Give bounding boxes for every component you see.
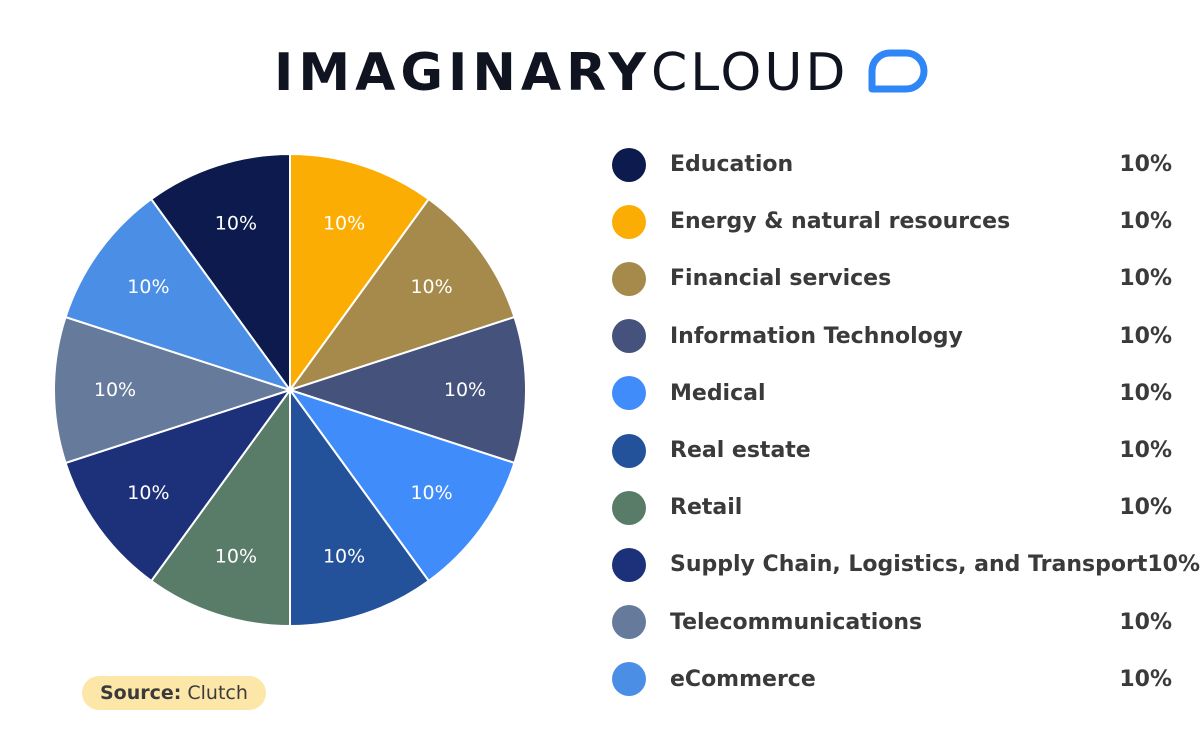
source-badge: Source: Clutch [82,676,266,710]
pie-slice-telecommunications [53,315,294,465]
legend-label: Telecommunications [670,609,923,635]
logo-word-imaginary: IMAGINARY [274,43,651,103]
pie-slice-label-ecommerce: 10% [127,276,169,298]
pie-slice-supply-chain-logistics-and-transport [64,388,293,583]
pie-slice-label-energy-natural-resources: 10% [323,213,365,235]
pie-chart: 10% 10% 10% 10% 10% 10% 10% 10% 10% 10% [50,150,530,630]
brand-logo: IMAGINARY CLOUD [274,40,934,106]
pie-slice-label-education: 10% [215,213,257,235]
pie-slice-label-medical: 10% [410,482,452,504]
legend-swatch [612,433,646,468]
legend-value: 10% [1147,552,1200,578]
legend-swatch [612,605,646,640]
legend-value: 10% [1119,209,1172,235]
legend-item-supply-chain-logistics-and-transport: Supply Chain, Logistics, and Transport 10… [612,536,1200,593]
legend-swatch [612,490,646,525]
pie-slice-label-financial-services: 10% [410,276,452,298]
source-value: Clutch [187,682,248,704]
pie-slice-energy-natural-resources [289,152,431,394]
pie-slice-information-technology [286,315,527,465]
legend-label: eCommerce [670,666,816,692]
legend-item-financial-services: Financial services 10% [612,250,1172,307]
legend-label: Financial services [670,266,892,292]
legend-label: Medical [670,380,766,406]
pie-slice-label-telecommunications: 10% [94,379,136,401]
pie-slice-medical [287,388,516,583]
pie-slice-label-real-estate: 10% [323,545,365,567]
pie-chart-svg: 10% 10% 10% 10% 10% 10% 10% 10% 10% 10% [53,152,527,628]
legend-item-telecommunications: Telecommunications 10% [612,594,1172,651]
legend-swatch [612,547,646,582]
source-label: Source: [100,682,182,704]
pie-slice-real-estate [289,386,431,628]
legend-label: Energy & natural resources [670,209,1011,235]
legend-label: Supply Chain, Logistics, and Transport [670,552,1148,578]
legend-value: 10% [1119,323,1172,349]
legend-item-information-technology: Information Technology 10% [612,308,1172,365]
pie-slice-retail [149,386,291,628]
legend-swatch [612,204,646,239]
legend-value: 10% [1119,609,1172,635]
pie-slice-ecommerce [64,197,293,392]
legend-item-ecommerce: eCommerce 10% [612,651,1172,708]
legend-swatch [612,662,646,697]
pie-slice-education [149,152,291,394]
legend-swatch [612,261,646,296]
legend-item-medical: Medical 10% [612,365,1172,422]
pie-slice-label-supply-chain-logistics-and-transport: 10% [127,482,169,504]
legend-item-real-estate: Real estate 10% [612,422,1172,479]
legend-swatch [612,319,646,354]
legend-value: 10% [1119,666,1172,692]
legend-label: Information Technology [670,323,963,349]
pie-slice-financial-services [287,197,516,392]
legend-value: 10% [1119,266,1172,292]
cloud-logo-icon [866,49,928,97]
legend-value: 10% [1119,152,1172,178]
legend-label: Education [670,152,794,178]
chart-legend: Education 10% Energy & natural resources 10… [612,136,1200,708]
legend-value: 10% [1119,495,1172,521]
legend-item-energy-natural-resources: Energy & natural resources 10% [612,193,1172,250]
legend-swatch [612,147,646,182]
legend-value: 10% [1119,380,1172,406]
pie-slice-label-information-technology: 10% [444,379,486,401]
pie-slice-label-retail: 10% [215,545,257,567]
legend-item-retail: Retail 10% [612,479,1172,536]
legend-item-education: Education 10% [612,136,1172,193]
legend-label: Retail [670,495,743,521]
logo-word-cloud: CLOUD [650,43,849,103]
legend-value: 10% [1119,438,1172,464]
legend-swatch [612,376,646,411]
legend-label: Real estate [670,438,811,464]
